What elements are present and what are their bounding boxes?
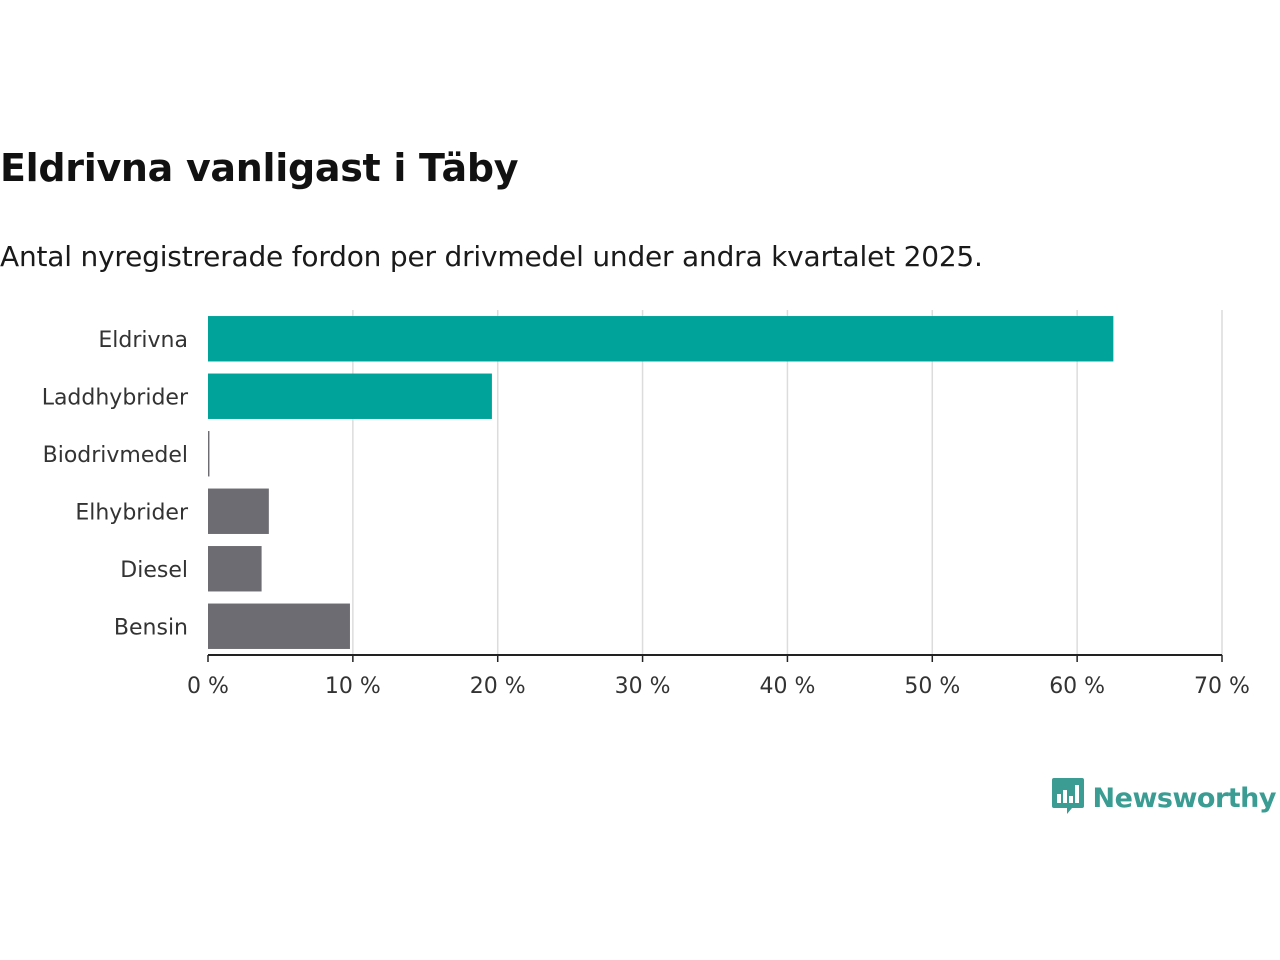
bar-laddhybrider <box>208 373 492 419</box>
newsworthy-logo: Newsworthy <box>1051 776 1277 820</box>
bar-elhybrider <box>208 488 269 534</box>
x-tick-label: 30 % <box>615 674 671 699</box>
bar-diesel <box>208 546 262 592</box>
newsworthy-bar-chart-icon <box>1051 776 1085 820</box>
chart-subtitle: Antal nyregistrerade fordon per drivmede… <box>0 240 983 273</box>
bar-biodrivmedel <box>208 431 210 477</box>
category-label: Elhybrider <box>75 500 189 525</box>
logo-text: Newsworthy <box>1092 782 1277 814</box>
x-tick-label: 10 % <box>325 674 381 699</box>
category-label: Diesel <box>120 558 188 583</box>
x-tick-label: 60 % <box>1049 674 1105 699</box>
bar-eldrivna <box>208 316 1114 362</box>
x-tick-label: 0 % <box>187 674 229 699</box>
chart-title: Eldrivna vanligast i Täby <box>0 146 519 190</box>
x-tick-label: 70 % <box>1194 674 1250 699</box>
x-tick-label: 40 % <box>759 674 815 699</box>
gridlines <box>352 310 1223 655</box>
category-label: Laddhybrider <box>42 385 189 410</box>
x-axis: 0 % 10 % 20 % 30 % 40 % 50 % 60 % 70 % <box>187 654 1250 699</box>
category-labels: Eldrivna Laddhybrider Biodrivmedel Elhybrid… <box>42 328 189 641</box>
bars <box>208 316 1114 649</box>
x-tick-label: 20 % <box>470 674 526 699</box>
category-label: Biodrivmedel <box>43 443 188 468</box>
bar-bensin <box>208 603 350 649</box>
category-label: Bensin <box>114 615 188 640</box>
category-label: Eldrivna <box>98 328 188 353</box>
x-tick-label: 50 % <box>904 674 960 699</box>
